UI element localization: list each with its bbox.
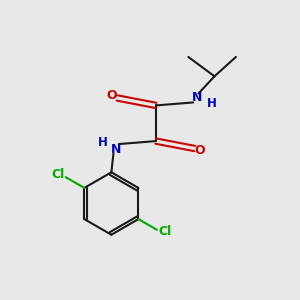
Text: O: O [195,144,205,158]
Text: Cl: Cl [159,225,172,238]
Text: N: N [111,143,121,156]
Text: Cl: Cl [52,168,65,181]
Text: H: H [98,136,107,149]
Text: O: O [106,89,117,102]
Text: H: H [207,97,217,110]
Text: N: N [191,91,202,103]
